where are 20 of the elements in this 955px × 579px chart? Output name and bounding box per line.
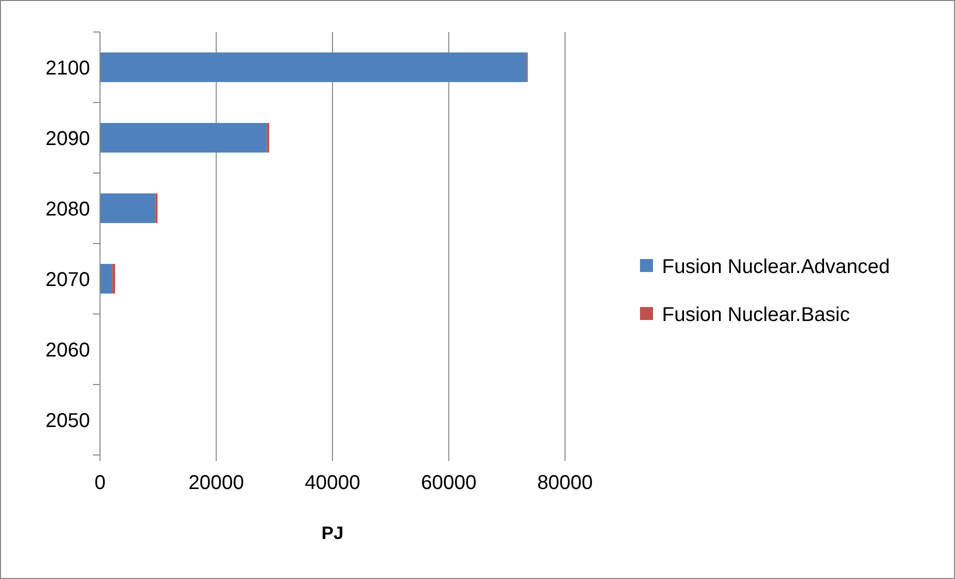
x-axis-title: PJ <box>321 523 344 543</box>
bar <box>100 52 527 82</box>
legend-label: Fusion Nuclear.Advanced <box>662 256 890 278</box>
y-tick-label: 2060 <box>46 339 90 362</box>
bar <box>100 122 267 153</box>
x-tick-label: 40000 <box>304 472 360 494</box>
legend-label: Fusion Nuclear.Basic <box>662 304 850 326</box>
x-tick-label: 0 <box>94 472 106 494</box>
y-tick-label: 2050 <box>46 410 90 432</box>
bar <box>155 193 158 224</box>
bar <box>100 264 112 294</box>
y-tick-label: 2100 <box>46 57 90 80</box>
x-tick-label: 20000 <box>188 472 244 494</box>
bar <box>112 264 116 294</box>
x-tick-label: 80000 <box>537 472 593 494</box>
x-tick-label: 60000 <box>420 472 477 494</box>
y-tick-label: 2080 <box>46 198 90 220</box>
bar <box>100 193 156 224</box>
y-tick-label: 2090 <box>46 128 90 150</box>
y-tick-label: 2070 <box>46 268 90 291</box>
